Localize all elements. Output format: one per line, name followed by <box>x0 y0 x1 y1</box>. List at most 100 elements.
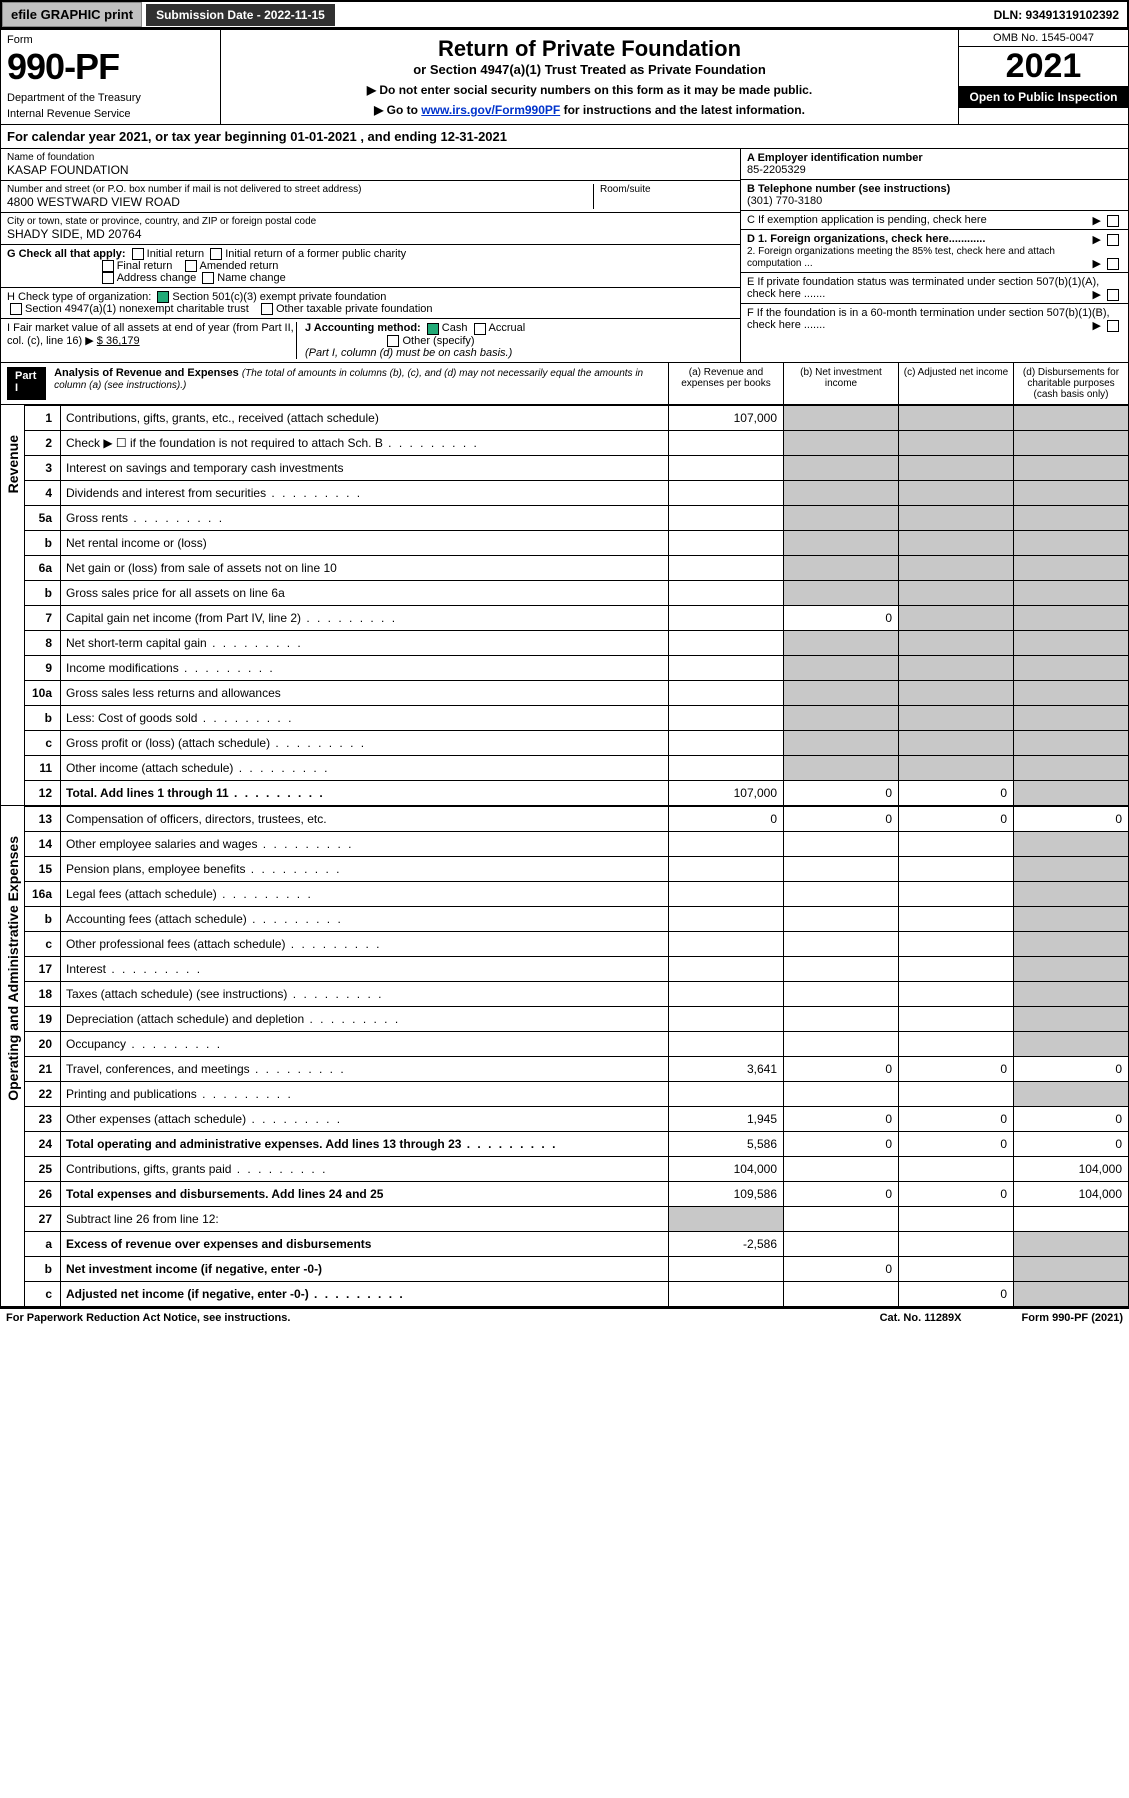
irs-link[interactable]: www.irs.gov/Form990PF <box>421 103 560 117</box>
section-ij: I Fair market value of all assets at end… <box>1 318 740 361</box>
line-number: 3 <box>25 455 61 480</box>
form-title: Return of Private Foundation <box>227 36 952 62</box>
col-d <box>1014 605 1129 630</box>
table-row: 8 Net short-term capital gain <box>25 630 1129 655</box>
col-a <box>669 630 784 655</box>
col-c: 0 <box>899 1106 1014 1131</box>
opt-accrual: Accrual <box>489 322 526 334</box>
expenses-table: 13 Compensation of officers, directors, … <box>24 806 1129 1307</box>
chk-amended[interactable] <box>185 260 197 272</box>
chk-c[interactable] <box>1107 215 1119 227</box>
col-d <box>1014 906 1129 931</box>
col-c: 0 <box>899 1181 1014 1206</box>
col-d <box>1014 1231 1129 1256</box>
chk-address[interactable] <box>102 272 114 284</box>
col-d <box>1014 981 1129 1006</box>
chk-d2[interactable] <box>1107 258 1119 270</box>
line-number: 6a <box>25 555 61 580</box>
table-row: 7 Capital gain net income (from Part IV,… <box>25 605 1129 630</box>
chk-f[interactable] <box>1107 320 1119 332</box>
table-row: 9 Income modifications <box>25 655 1129 680</box>
room-label: Room/suite <box>600 184 734 195</box>
col-d <box>1014 780 1129 805</box>
opt-501c3: Section 501(c)(3) exempt private foundat… <box>172 291 386 303</box>
chk-4947[interactable] <box>10 303 22 315</box>
col-d <box>1014 705 1129 730</box>
col-a <box>669 480 784 505</box>
line-number: b <box>25 580 61 605</box>
line-desc: Excess of revenue over expenses and disb… <box>61 1231 669 1256</box>
col-a <box>669 455 784 480</box>
col-b: 0 <box>784 806 899 831</box>
line-desc: Travel, conferences, and meetings <box>61 1056 669 1081</box>
chk-other-method[interactable] <box>387 335 399 347</box>
col-b <box>784 530 899 555</box>
line-desc: Accounting fees (attach schedule) <box>61 906 669 931</box>
table-row: b Less: Cost of goods sold <box>25 705 1129 730</box>
col-d <box>1014 505 1129 530</box>
col-b: 0 <box>784 605 899 630</box>
col-b <box>784 906 899 931</box>
col-c <box>899 1081 1014 1106</box>
line-desc: Capital gain net income (from Part IV, l… <box>61 605 669 630</box>
table-row: 23 Other expenses (attach schedule) 1,94… <box>25 1106 1129 1131</box>
opt-initial: Initial return <box>147 248 204 260</box>
table-row: 6a Net gain or (loss) from sale of asset… <box>25 555 1129 580</box>
chk-e[interactable] <box>1107 289 1119 301</box>
col-a <box>669 1031 784 1056</box>
line-desc: Compensation of officers, directors, tru… <box>61 806 669 831</box>
table-row: 12 Total. Add lines 1 through 11 107,000… <box>25 780 1129 805</box>
g-label: G Check all that apply: <box>7 248 126 260</box>
col-c <box>899 1231 1014 1256</box>
foundation-city: SHADY SIDE, MD 20764 <box>7 227 734 241</box>
col-c <box>899 580 1014 605</box>
col-b <box>784 831 899 856</box>
table-row: b Gross sales price for all assets on li… <box>25 580 1129 605</box>
col-a <box>669 1206 784 1231</box>
col-c: 0 <box>899 806 1014 831</box>
chk-other-taxable[interactable] <box>261 303 273 315</box>
col-b <box>784 881 899 906</box>
line-desc: Gross profit or (loss) (attach schedule) <box>61 730 669 755</box>
line-desc: Contributions, gifts, grants, etc., rece… <box>61 405 669 430</box>
ein-label: A Employer identification number <box>747 152 923 164</box>
line-desc: Depreciation (attach schedule) and deple… <box>61 1006 669 1031</box>
chk-d1[interactable] <box>1107 234 1119 246</box>
col-c <box>899 555 1014 580</box>
line-desc: Interest on savings and temporary cash i… <box>61 455 669 480</box>
line-number: 23 <box>25 1106 61 1131</box>
table-row: b Accounting fees (attach schedule) <box>25 906 1129 931</box>
col-d <box>1014 680 1129 705</box>
line-desc: Printing and publications <box>61 1081 669 1106</box>
j-label: J Accounting method: <box>305 322 421 334</box>
col-d <box>1014 1206 1129 1231</box>
chk-final[interactable] <box>102 260 114 272</box>
col-c <box>899 705 1014 730</box>
part1-title: Analysis of Revenue and Expenses <box>54 367 239 379</box>
chk-accrual[interactable] <box>474 323 486 335</box>
col-c: 0 <box>899 1056 1014 1081</box>
line-number: 17 <box>25 956 61 981</box>
chk-501c3[interactable] <box>157 291 169 303</box>
i-label: I Fair market value of all assets at end… <box>7 322 294 347</box>
table-row: 16a Legal fees (attach schedule) <box>25 881 1129 906</box>
efile-print-button[interactable]: efile GRAPHIC print <box>2 2 142 27</box>
chk-initial-former[interactable] <box>210 248 222 260</box>
chk-initial[interactable] <box>132 248 144 260</box>
opt-amended: Amended return <box>200 260 279 272</box>
line-desc: Occupancy <box>61 1031 669 1056</box>
col-d <box>1014 1281 1129 1306</box>
col-d <box>1014 1031 1129 1056</box>
line-number: 7 <box>25 605 61 630</box>
chk-cash[interactable] <box>427 323 439 335</box>
table-row: 24 Total operating and administrative ex… <box>25 1131 1129 1156</box>
chk-name[interactable] <box>202 272 214 284</box>
line-number: 19 <box>25 1006 61 1031</box>
line-desc: Contributions, gifts, grants paid <box>61 1156 669 1181</box>
col-c: 0 <box>899 1131 1014 1156</box>
opt-cash: Cash <box>442 322 468 334</box>
line-desc: Total operating and administrative expen… <box>61 1131 669 1156</box>
line-number: 27 <box>25 1206 61 1231</box>
foundation-name: KASAP FOUNDATION <box>7 163 734 177</box>
form-label: Form <box>7 34 214 46</box>
